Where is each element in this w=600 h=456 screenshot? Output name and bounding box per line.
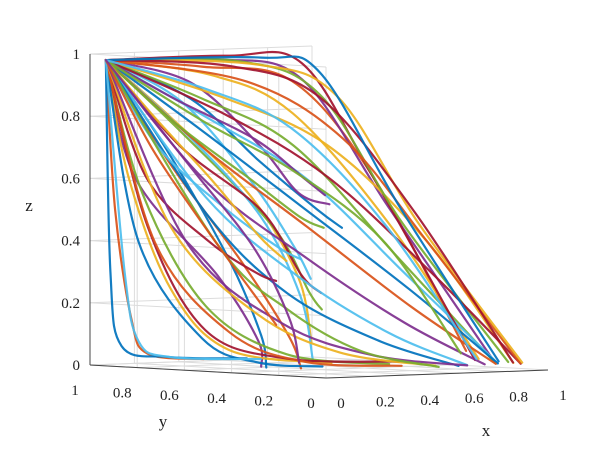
grid-line [231, 364, 454, 374]
x-tick-label: 1 [559, 388, 567, 404]
trajectory-line-44 [104, 59, 278, 327]
y-tick-label: 0.6 [160, 388, 179, 404]
trajectory-line-38 [104, 59, 437, 367]
z-tick-label: 0.4 [61, 234, 80, 250]
trajectory-line-41 [104, 59, 262, 361]
y-tick-label: 0.4 [207, 391, 226, 407]
z-tick-label: 0.6 [61, 171, 80, 187]
z-tick-label: 0.2 [61, 296, 80, 312]
trajectory-line-45 [104, 59, 288, 262]
y-axis-label: y [159, 412, 168, 431]
grid-line [134, 362, 371, 377]
grid-line [278, 366, 501, 376]
x-tick-label: 0.4 [420, 393, 439, 409]
grid-line [89, 169, 313, 179]
grid-line [89, 45, 313, 55]
trajectory-line-22 [104, 59, 499, 365]
trajectories [104, 50, 524, 370]
trajectory-line-46 [104, 59, 462, 355]
grid-line [89, 356, 313, 366]
x-axis-line [325, 369, 549, 379]
grid-line [89, 232, 313, 242]
trajectory-line-35 [104, 59, 278, 282]
x-tick-label: 0 [337, 396, 345, 412]
x-tick-label: 0.6 [465, 391, 484, 407]
trajectory-line-28 [104, 59, 522, 365]
axis-labels: x y z [25, 196, 491, 440]
x-tick-label: 0.8 [509, 390, 528, 406]
trajectory-line-37 [104, 59, 403, 367]
trajectory-line-19 [104, 59, 496, 364]
z-tick-label: 0 [73, 358, 81, 374]
trajectory-line-29 [104, 59, 460, 367]
trajectory-line-42 [104, 59, 515, 364]
trajectory-line-36 [104, 59, 324, 368]
trajectory-line-8 [104, 59, 343, 229]
y-axis-line [89, 364, 327, 379]
y-tick-label: 0 [307, 396, 315, 412]
trajectory-line-2 [104, 59, 303, 370]
grid-line [178, 361, 415, 376]
z-tick-label: 1 [73, 47, 81, 63]
trajectory-line-27 [104, 59, 469, 367]
z-axis-label: z [25, 196, 33, 215]
y-tick-label: 0.2 [254, 393, 273, 409]
tick-labels: 0 0.2 0.4 0.6 0.8 1 0 0.2 0.4 0.6 0.8 1 1 0.8 0.6 0.4 0.… [61, 47, 567, 412]
axes [89, 54, 549, 379]
z-tick-label: 0.8 [61, 109, 80, 125]
y-tick-label: 1 [71, 383, 79, 399]
trajectory-line-47 [104, 59, 478, 360]
x-axis-label: x [482, 421, 491, 440]
trajectory-line-43 [104, 55, 500, 363]
trajectory-line-48 [104, 59, 301, 364]
x-tick-label: 0.2 [376, 394, 395, 410]
trajectory-line-30 [104, 59, 522, 365]
trajectory-line-33 [104, 59, 325, 229]
trajectory-line-40 [104, 59, 440, 368]
y-tick-label: 0.8 [113, 386, 132, 402]
trajectory-line-10 [104, 59, 333, 365]
